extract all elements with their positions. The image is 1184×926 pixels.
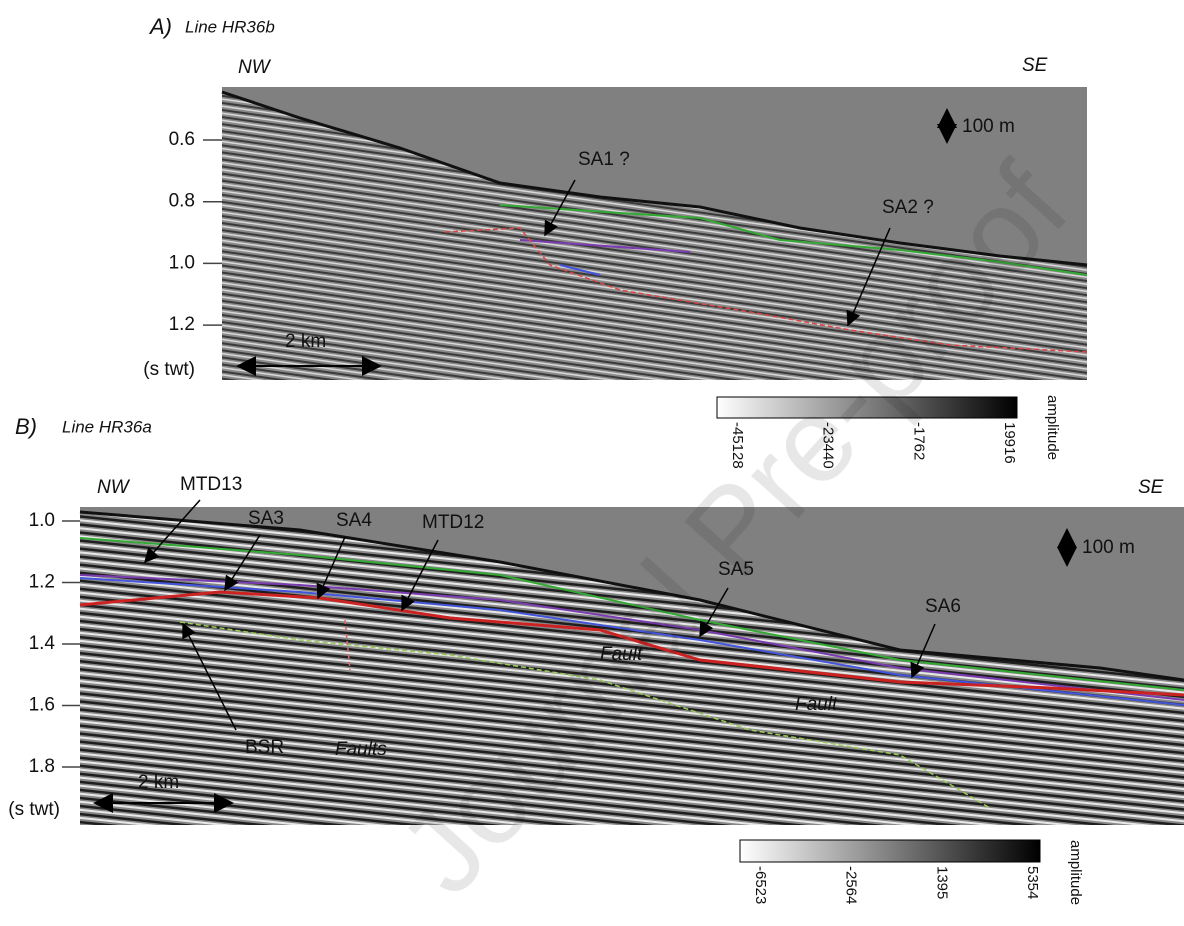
annotation-arrow (224, 534, 261, 592)
panel-title: Line HR36b (185, 17, 275, 36)
panel-label: A) (148, 14, 172, 39)
annotation-arrow (544, 179, 576, 237)
y-tick-label: 1.4 (29, 633, 56, 654)
y-tick-label: 0.6 (169, 129, 195, 150)
panel-label: B) (15, 414, 37, 439)
y-tick-label: 1.0 (29, 510, 55, 531)
colorbar-tick-label: 1395 (933, 866, 950, 899)
y-tick-label: 1.2 (29, 572, 55, 593)
axis-unit: (s twt) (143, 359, 195, 380)
y-tick-label: 1.0 (169, 252, 195, 273)
colorbar (739, 839, 1041, 863)
annotation: SA4 (336, 510, 372, 531)
annotation: SA2 ? (882, 197, 934, 218)
annotation-arrow (316, 536, 346, 600)
direction-left: NW (238, 57, 272, 78)
annotation-arrow (910, 623, 936, 679)
annotation: MTD13 (180, 474, 242, 495)
y-tick-label: 1.2 (169, 314, 195, 335)
colorbar-label: amplitude (1067, 840, 1084, 905)
colorbar-tick-label: -23440 (820, 422, 837, 469)
annotation: SA1 ? (578, 149, 630, 170)
annotation-arrow (401, 539, 439, 612)
annotation-arrow (144, 499, 201, 564)
annotation-arrow (182, 622, 237, 731)
annotation: Faults (335, 739, 387, 760)
scale-horizontal: 2 km (138, 772, 179, 793)
colorbar-tick-label: -6523 (752, 866, 769, 904)
colorbar-label: amplitude (1044, 395, 1061, 460)
annotation: MTD12 (422, 512, 484, 533)
y-tick-label: 1.8 (29, 756, 55, 777)
colorbar-tick-label: -45128 (729, 422, 746, 469)
colorbar-tick-label: -1762 (910, 422, 927, 460)
y-tick-label: 1.6 (29, 695, 55, 716)
annotation: Fault (795, 694, 838, 715)
colorbar-tick-label: 5354 (1024, 866, 1041, 899)
colorbar-tick-label: -2564 (843, 866, 860, 904)
y-tick-label: 0.8 (169, 191, 195, 212)
axis-unit: (s twt) (8, 799, 60, 820)
direction-right: SE (1022, 55, 1048, 76)
scale-vertical: 100 m (962, 116, 1015, 137)
colorbar (716, 396, 1018, 419)
annotation: SA6 (925, 596, 961, 617)
colorbar-tick-label: 19916 (1001, 422, 1018, 464)
annotation: Fault (600, 644, 643, 665)
annotation: SA5 (718, 559, 754, 580)
direction-right: SE (1138, 477, 1164, 498)
panel-title: Line HR36a (62, 417, 152, 436)
scale-vertical: 100 m (1082, 537, 1135, 558)
direction-left: NW (97, 477, 131, 498)
annotation: SA3 (248, 508, 284, 529)
annotation-arrow (846, 227, 891, 327)
annotation-arrow (699, 587, 729, 638)
annotation: BSR (245, 737, 284, 758)
seismic-b (79, 507, 1184, 825)
scale-horizontal: 2 km (285, 331, 326, 352)
